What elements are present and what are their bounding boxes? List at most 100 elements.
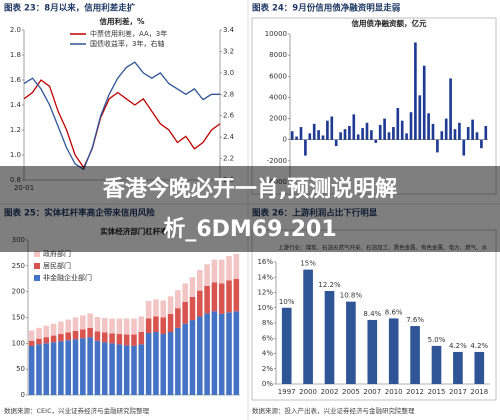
- bar: [409, 112, 413, 140]
- value-label: 10%: [279, 298, 295, 306]
- bar-segment: [138, 344, 145, 395]
- x-tick-label: 2007: [363, 388, 381, 396]
- bar-segment: [80, 329, 86, 339]
- bar: [388, 318, 399, 384]
- y2-tick-label: 2.6: [223, 112, 235, 120]
- bar-segment: [145, 300, 152, 319]
- bar: [453, 351, 463, 384]
- y-tick-label: 200: [12, 288, 25, 296]
- bar-segment: [80, 338, 86, 395]
- bar: [378, 124, 382, 140]
- bar: [324, 290, 335, 384]
- legend-label: 中票信用利差，AA，3年: [90, 29, 167, 38]
- bar: [405, 133, 408, 140]
- bar: [418, 95, 422, 140]
- bar-segment: [218, 313, 225, 395]
- bar-segment: [109, 343, 115, 395]
- bar: [484, 125, 488, 140]
- bar-segment: [87, 327, 93, 338]
- y-tick-label: 1.6: [10, 76, 22, 84]
- bar-segment: [101, 342, 108, 395]
- bar: [343, 129, 347, 140]
- bar-segment: [109, 333, 115, 344]
- bar: [281, 307, 292, 384]
- bar-segment: [116, 344, 123, 395]
- bar: [480, 139, 483, 149]
- x-tick-label: 2017: [449, 388, 467, 396]
- bar-segment: [233, 278, 240, 312]
- value-label: 12.2%: [318, 281, 341, 289]
- y2-tick-label: 2.4: [223, 133, 235, 141]
- bar-segment: [131, 318, 137, 335]
- bar: [410, 326, 420, 384]
- bar-segment: [131, 345, 137, 395]
- value-label: 4.2%: [449, 342, 467, 350]
- bar-segment: [160, 334, 167, 395]
- bar-segment: [218, 283, 225, 314]
- bar-segment: [160, 317, 167, 335]
- bar-segment: [123, 345, 130, 395]
- y-tick-label: 0: [21, 391, 25, 399]
- bar-segment: [36, 344, 42, 395]
- y-tick-label: 1.0: [10, 151, 21, 159]
- bar-segment: [145, 318, 152, 333]
- legend-label: 居民部门: [43, 261, 71, 270]
- bar-segment: [80, 315, 86, 330]
- bar-segment: [211, 259, 218, 283]
- bar-segment: [189, 320, 196, 395]
- legend-swatch: [34, 251, 40, 257]
- y-tick-label: 0: [283, 136, 287, 144]
- bar-segment: [182, 283, 188, 302]
- bar-segment: [28, 340, 35, 346]
- value-label: 4.2%: [470, 342, 488, 350]
- bar-segment: [65, 340, 71, 395]
- y-tick-label: 12%: [257, 289, 273, 297]
- bar: [431, 123, 435, 140]
- y-tick-label: 2000: [269, 115, 287, 123]
- bar-segment: [226, 312, 232, 395]
- line-series: [23, 61, 220, 171]
- bar-segment: [175, 308, 181, 328]
- bar-segment: [50, 342, 57, 395]
- y2-tick-label: 3.4: [223, 26, 235, 34]
- bar: [326, 120, 329, 140]
- bar-segment: [123, 318, 130, 335]
- bar: [365, 122, 369, 140]
- x-tick-label: 1997: [278, 388, 296, 396]
- bar-segment: [94, 340, 101, 395]
- x-tick-label: 2018: [470, 388, 488, 396]
- bar-segment: [72, 339, 79, 395]
- bar-segment: [65, 332, 71, 341]
- x-tick-label: 2005: [342, 388, 360, 396]
- y2-tick-label: 3.2: [223, 47, 234, 55]
- bar: [422, 65, 426, 140]
- bar-segment: [226, 256, 232, 281]
- overlay-title: 析_6DM69.201: [163, 217, 336, 242]
- bar-segment: [197, 316, 203, 395]
- source: 数据来源：CEIC，兴业证券经济与金融研究院整理: [4, 406, 150, 415]
- legend-swatch: [34, 263, 40, 269]
- source: 数据来源：投入产出表，兴业证券经济与金融研究院整理: [252, 406, 415, 415]
- overlay-band: [0, 166, 500, 252]
- bar: [466, 127, 470, 140]
- y-tick-label: 1.4: [10, 101, 22, 109]
- bar-segment: [50, 335, 57, 343]
- overlay-title: 香港今晚必开一肖,预测说明解: [103, 176, 397, 202]
- bar-segment: [43, 337, 50, 344]
- bar-segment: [101, 318, 108, 333]
- y2-tick-label: 3.0: [223, 69, 234, 77]
- bar-segment: [109, 318, 115, 334]
- bar: [444, 118, 448, 140]
- y2-tick-label: 2.8: [223, 90, 234, 98]
- bar: [431, 345, 442, 384]
- bar-segment: [94, 331, 101, 341]
- y-tick-label: 10000: [265, 30, 287, 38]
- bar-segment: [87, 313, 93, 328]
- bar-segment: [218, 259, 225, 284]
- bar: [370, 130, 373, 140]
- bar-segment: [153, 316, 159, 332]
- bar-segment: [167, 313, 174, 332]
- bar: [392, 127, 395, 140]
- y-tick-label: 100: [12, 339, 25, 347]
